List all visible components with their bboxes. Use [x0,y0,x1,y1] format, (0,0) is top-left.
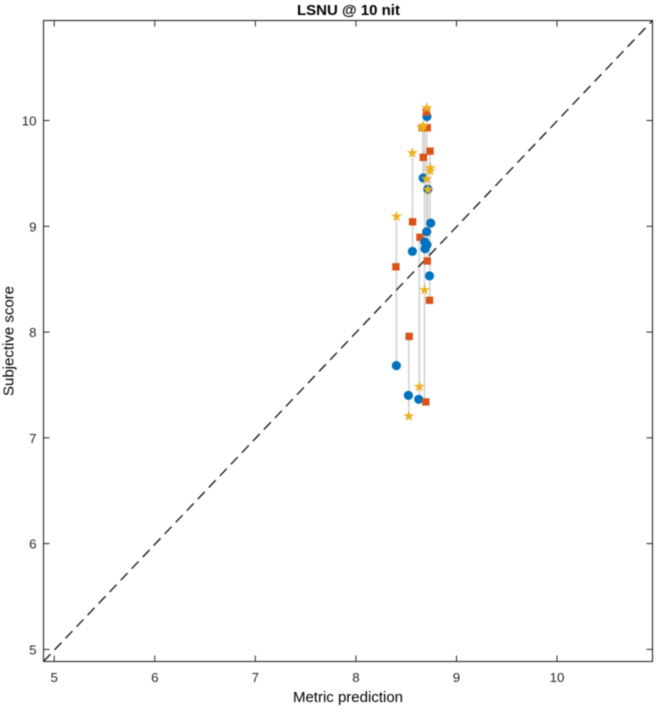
svg-text:9: 9 [453,670,460,685]
svg-text:5: 5 [50,670,57,685]
svg-text:Subjective score: Subjective score [1,286,18,396]
svg-text:7: 7 [29,431,36,446]
svg-text:5: 5 [29,642,36,657]
svg-text:8: 8 [352,670,359,685]
svg-text:7: 7 [252,670,259,685]
svg-text:6: 6 [151,670,158,685]
svg-text:9: 9 [29,219,36,234]
svg-text:10: 10 [550,670,565,685]
svg-text:LSNU @ 10 nit: LSNU @ 10 nit [297,2,400,19]
svg-text:8: 8 [29,325,36,340]
svg-text:6: 6 [29,537,36,552]
svg-text:10: 10 [22,114,37,129]
svg-text:Metric prediction: Metric prediction [293,689,403,706]
